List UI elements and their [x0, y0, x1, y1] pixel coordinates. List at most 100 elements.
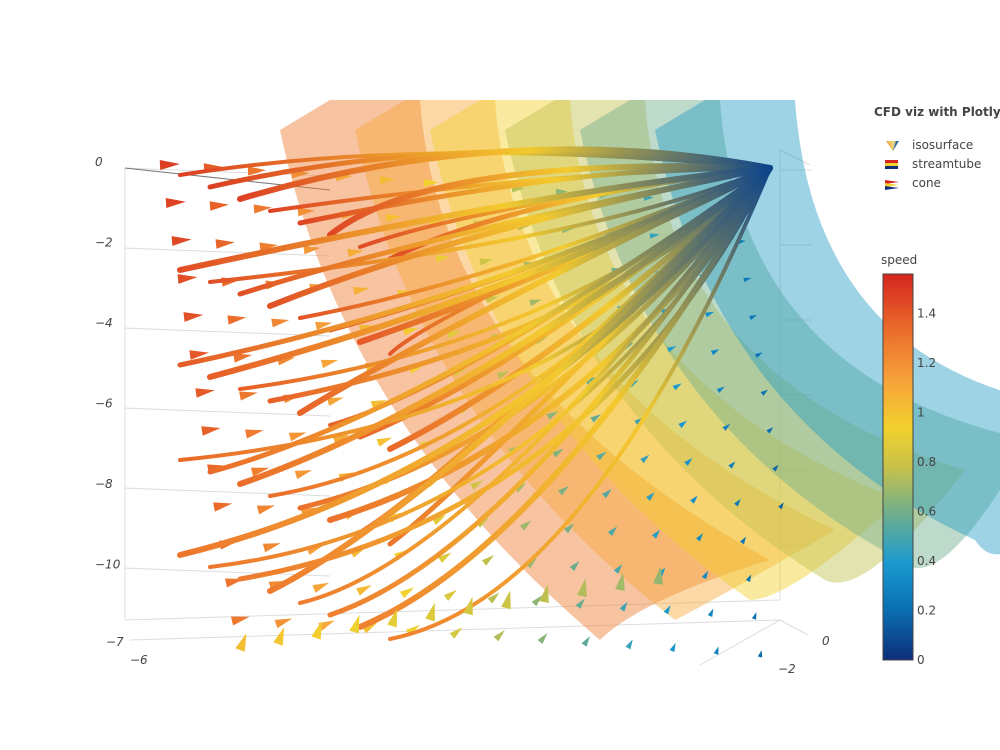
cone-119: [514, 483, 527, 493]
cone-25: [649, 233, 660, 239]
cone-146: [525, 557, 537, 569]
cone-175: [669, 642, 676, 653]
colorbar-title: speed: [881, 253, 917, 267]
streamtube-9: [177, 165, 773, 273]
cone-135: [607, 526, 618, 537]
cone-field-front: [235, 566, 663, 652]
cone-84: [195, 388, 215, 398]
cone-137: [695, 533, 703, 542]
cone-156: [399, 587, 415, 599]
cone-123: [690, 495, 698, 504]
cone-front-8: [539, 584, 549, 604]
cone-120: [558, 485, 569, 496]
cone-155: [356, 584, 372, 596]
cone-133: [519, 520, 532, 531]
cone-31: [303, 245, 321, 255]
cone-158: [487, 592, 500, 604]
cone-49: [485, 296, 499, 304]
axis-gridlines: [124, 149, 812, 666]
cone-132: [476, 517, 489, 528]
cone-106: [552, 448, 564, 458]
cone-67: [666, 345, 677, 353]
colorbar-tick-label: 0.2: [917, 604, 936, 618]
colorbar-tick-label: 0.6: [917, 505, 936, 519]
streamtube-36: [267, 165, 773, 594]
cone-front-3: [349, 614, 360, 634]
cone-front-10: [615, 572, 625, 591]
cone-173: [581, 636, 591, 647]
cone-14: [165, 198, 186, 208]
cone-82: [716, 386, 725, 394]
cone-140: [262, 543, 281, 553]
cone-148: [613, 564, 623, 574]
cone-108: [640, 454, 650, 464]
colorbar-tick-label: 0.8: [917, 455, 936, 469]
cone-176: [713, 646, 719, 655]
cone-163: [707, 608, 714, 618]
x-axis-ticks: −7 −6: [106, 635, 148, 667]
cone-166: [274, 618, 293, 629]
cone-170: [449, 627, 463, 639]
cone-124: [734, 498, 741, 507]
colorbar-tick-label: 1.4: [917, 307, 936, 321]
colorbar-tick-label: 0.4: [917, 554, 936, 568]
colorbar-gradient: [882, 273, 914, 661]
3d-scene[interactable]: [124, 100, 1000, 666]
cone-28: [171, 236, 192, 246]
cone-165: [230, 616, 250, 626]
colorbar-tick-label: 1: [917, 406, 925, 420]
cone-5: [379, 175, 396, 185]
z-tick-label: −8: [95, 477, 113, 491]
cone-83: [760, 389, 768, 396]
cone-150: [701, 570, 709, 580]
cone-42: [177, 274, 198, 284]
colorbar: speed 0 0.2 0.4 0.6 0.8 1 1.2 1.4: [881, 253, 936, 667]
cone-100: [288, 432, 307, 442]
streamtube-26: [207, 165, 773, 475]
cone-57: [227, 315, 247, 325]
cone-46: [353, 286, 370, 296]
cone-58: [271, 318, 290, 328]
streamtube-21: [297, 165, 773, 416]
legend-item-cone[interactable]: cone: [885, 176, 941, 190]
cone-68: [710, 349, 720, 356]
cone-front-6: [463, 596, 473, 616]
cone-0: [159, 160, 180, 170]
legend-item-isosurface[interactable]: isosurface: [886, 138, 973, 152]
cone-77: [496, 371, 510, 380]
streamtube-38: [327, 165, 773, 618]
streamtube-icon: [885, 160, 898, 169]
z-tick-label: −2: [95, 236, 113, 250]
cone-99: [245, 429, 264, 439]
streamtube-3: [237, 146, 773, 202]
cone-16: [253, 204, 272, 214]
streamtube-39: [357, 165, 773, 630]
cone-19: [385, 214, 402, 222]
cone-front-7: [501, 590, 511, 610]
cone-147: [569, 560, 580, 572]
z-tick-label: −10: [95, 558, 121, 572]
cone-122: [646, 492, 655, 501]
y-tick-label: −2: [778, 662, 796, 676]
cone-34: [435, 255, 450, 263]
y-tick-label: 0: [822, 634, 830, 648]
cone-171: [493, 630, 505, 642]
cone-177: [757, 650, 763, 658]
cone-55: [749, 315, 758, 321]
cone-2: [247, 166, 267, 176]
cone-131: [432, 514, 447, 526]
cone-167: [318, 620, 335, 631]
legend-item-streamtube[interactable]: streamtube: [885, 157, 981, 171]
cone-54: [705, 311, 714, 318]
colorbar-tick-label: 1.2: [917, 356, 936, 370]
legend-label-cone: cone: [912, 176, 941, 190]
y-axis-ticks: 0 −2: [778, 634, 830, 676]
cone-59: [315, 321, 333, 331]
cone-62: [446, 330, 462, 339]
z-tick-label: −4: [95, 316, 113, 330]
legend-label-isosurface: isosurface: [912, 138, 973, 152]
isosurface-layer-4: [505, 100, 965, 583]
cone-144: [437, 552, 452, 564]
cone-front-5: [425, 602, 435, 622]
